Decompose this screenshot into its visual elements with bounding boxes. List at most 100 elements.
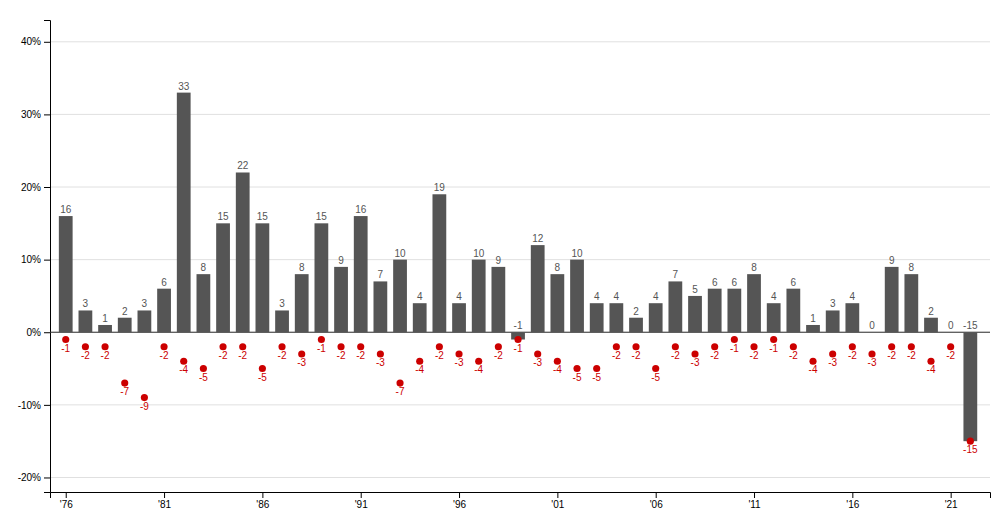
x-tick-mark — [66, 492, 67, 498]
bar — [649, 303, 663, 332]
bar-label: 15 — [217, 211, 229, 222]
bar — [138, 310, 152, 332]
dot-label: -3 — [455, 357, 464, 368]
bar — [826, 310, 840, 332]
grid-line — [50, 404, 990, 405]
bar-label: 6 — [732, 277, 738, 288]
x-tick-mark — [459, 492, 460, 498]
bar — [747, 274, 761, 332]
x-axis-line — [51, 493, 991, 499]
bar — [629, 318, 643, 333]
x-tick: '81 — [158, 492, 171, 510]
y-tick-mark — [44, 114, 50, 115]
bar — [393, 260, 407, 333]
dot-label: -2 — [612, 350, 621, 361]
dot-label: -2 — [750, 350, 759, 361]
dot-label: -3 — [868, 357, 877, 368]
bar — [216, 223, 230, 332]
dot-label: -2 — [238, 350, 247, 361]
bar — [885, 267, 899, 332]
bar — [334, 267, 348, 332]
bar-label: 3 — [142, 298, 148, 309]
dot-label: -2 — [907, 350, 916, 361]
bar-label: 1 — [810, 313, 816, 324]
bar — [491, 267, 505, 332]
bar-label: 16 — [60, 204, 72, 215]
x-tick: '96 — [453, 492, 466, 510]
bar-label: 2 — [633, 306, 639, 317]
x-tick: '86 — [256, 492, 269, 510]
y-tick-label: 10% — [21, 254, 41, 265]
bar — [668, 281, 682, 332]
x-tick-mark — [852, 492, 853, 498]
x-tick: '91 — [355, 492, 368, 510]
x-tick-label: '81 — [158, 499, 171, 510]
dot-label: -4 — [553, 364, 562, 375]
bar-label: 12 — [532, 233, 544, 244]
bar-label: 19 — [434, 182, 446, 193]
y-axis-line — [44, 21, 51, 493]
bar — [924, 318, 938, 333]
bar-label: 4 — [456, 291, 462, 302]
bar — [118, 318, 132, 333]
x-tick-label: '06 — [650, 499, 663, 510]
marks — [50, 93, 990, 445]
bar-label: 10 — [571, 248, 583, 259]
dot-label: -2 — [632, 350, 641, 361]
y-tick-label: -20% — [18, 472, 41, 483]
bar-label: 4 — [614, 291, 620, 302]
dot-label: -2 — [946, 350, 955, 361]
bar-label: 1 — [102, 313, 108, 324]
bar — [59, 216, 73, 332]
bar-label: 3 — [830, 298, 836, 309]
x-tick-label: '11 — [748, 499, 761, 510]
y-tick-label: -10% — [18, 400, 41, 411]
dot-label: -5 — [592, 372, 601, 383]
x-tick: '21 — [945, 492, 958, 510]
dot-label: -2 — [81, 350, 90, 361]
bar — [688, 296, 702, 332]
dot-label: -1 — [769, 343, 778, 354]
bar-label: 8 — [299, 262, 305, 273]
bar — [452, 303, 466, 332]
bar-label: 16 — [355, 204, 367, 215]
dot-label: -3 — [376, 357, 385, 368]
dot-label: -15 — [963, 444, 978, 455]
bar-label: 4 — [594, 291, 600, 302]
bar — [256, 223, 270, 332]
dot-label: -2 — [710, 350, 719, 361]
bar — [354, 216, 368, 332]
bar — [708, 289, 722, 333]
x-tick: '01 — [551, 492, 564, 510]
dot-label: -1 — [317, 343, 326, 354]
bar — [236, 172, 250, 332]
dot-label: -4 — [927, 364, 936, 375]
bar-label: 9 — [889, 255, 895, 266]
y-tick-label: 20% — [21, 182, 41, 193]
dot-label: -2 — [848, 350, 857, 361]
bar-label: 8 — [201, 262, 207, 273]
bar-label: 0 — [869, 320, 875, 331]
dot-label: -3 — [533, 357, 542, 368]
bar-label: 7 — [673, 269, 679, 280]
dot-label: -3 — [691, 357, 700, 368]
grid-line — [50, 114, 990, 115]
x-tick-mark — [754, 492, 755, 498]
dot-label: -2 — [278, 350, 287, 361]
y-tick-mark — [44, 477, 50, 478]
bar — [806, 325, 820, 332]
y-tick-mark — [44, 187, 50, 188]
x-tick-mark — [361, 492, 362, 498]
dot-label: -3 — [828, 357, 837, 368]
bar-label: 4 — [653, 291, 659, 302]
bar — [295, 274, 309, 332]
x-tick: '76 — [60, 492, 73, 510]
y-tick: 30% — [21, 109, 50, 120]
y-tick-label: 30% — [21, 109, 41, 120]
dot-label: -2 — [789, 350, 798, 361]
bar-label: 15 — [316, 211, 328, 222]
dot-label: -2 — [435, 350, 444, 361]
bar — [373, 281, 387, 332]
dot-label: -5 — [199, 372, 208, 383]
dot-label: -7 — [120, 386, 129, 397]
